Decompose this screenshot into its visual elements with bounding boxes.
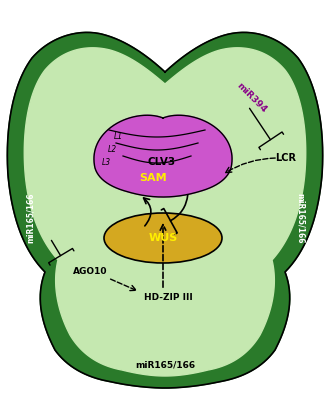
Text: L3: L3 [102, 158, 111, 167]
Polygon shape [7, 32, 323, 388]
Text: CLV3: CLV3 [148, 157, 176, 167]
Text: miR165/166: miR165/166 [135, 360, 195, 370]
Text: LCR: LCR [275, 153, 297, 163]
Text: L2: L2 [108, 145, 117, 154]
Text: HD-ZIP III: HD-ZIP III [144, 294, 192, 302]
Text: L1: L1 [114, 132, 123, 141]
Text: WUS: WUS [148, 233, 178, 243]
Ellipse shape [104, 213, 222, 263]
Text: AGO10: AGO10 [73, 268, 107, 276]
Text: miR165/166: miR165/166 [296, 193, 305, 243]
Polygon shape [94, 115, 232, 197]
Polygon shape [24, 48, 306, 376]
Text: miR394: miR394 [235, 81, 269, 115]
Text: miR165/166: miR165/166 [25, 193, 34, 243]
Text: SAM: SAM [139, 173, 167, 183]
